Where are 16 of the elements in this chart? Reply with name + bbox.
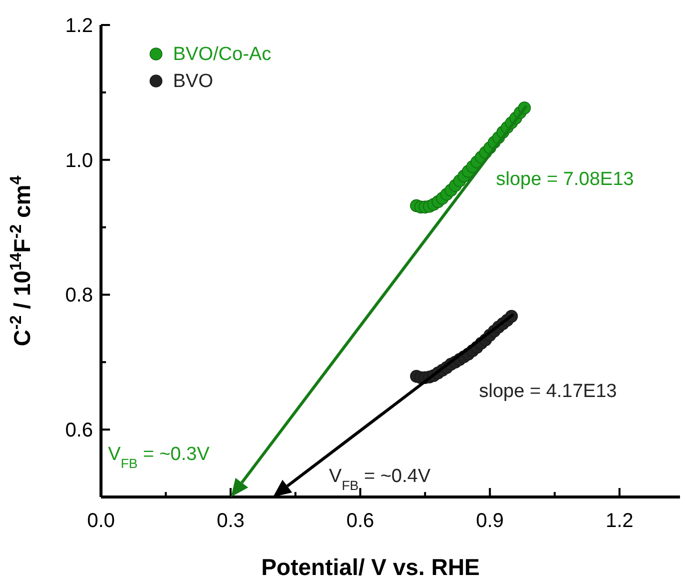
- y-tick-label: 0.6: [65, 420, 93, 442]
- annotation: slope = 4.17E13: [479, 381, 617, 402]
- annotation: slope = 7.08E13: [496, 169, 634, 190]
- y-tick-label: 0.8: [65, 284, 93, 307]
- x-tick-label: 0.0: [87, 510, 115, 532]
- annotation: V$_{FB}$ = ~0.3V: [108, 444, 210, 470]
- x-tick-label: 0.3: [216, 510, 245, 532]
- x-tick-label: 0.6: [346, 510, 374, 532]
- x-tick-label: 1.2: [606, 510, 634, 532]
- x-tick-label: 0.9: [476, 510, 504, 532]
- annotation: V$_{FB}$ = ~0.4V: [329, 466, 431, 492]
- x-axis-title: Potential/ V vs. RHE: [261, 554, 480, 580]
- y-tick-label: 1.0: [65, 150, 93, 172]
- y-tick-label: 1.2: [65, 15, 93, 37]
- legend-label: BVO/Co-Ac: [173, 44, 272, 65]
- legend-label: BVO: [173, 71, 214, 92]
